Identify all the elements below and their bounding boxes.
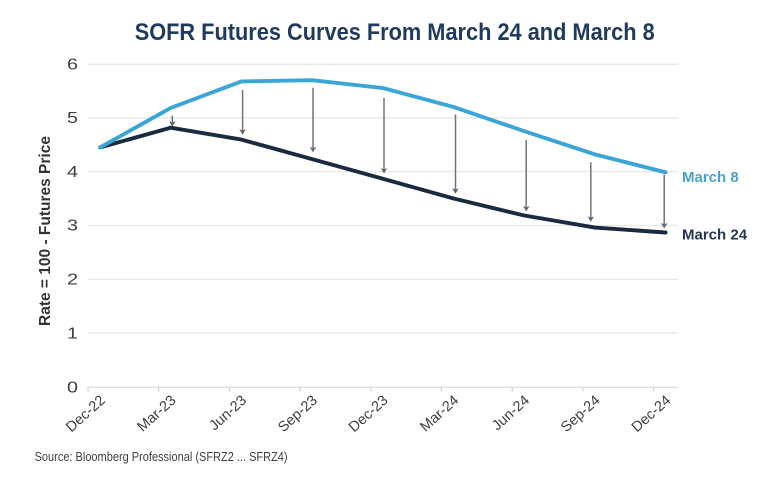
svg-text:6: 6	[67, 57, 78, 74]
svg-text:2: 2	[67, 272, 78, 289]
svg-text:0: 0	[67, 380, 78, 397]
svg-text:SOFR Futures Curves From March: SOFR Futures Curves From March 24 and Ma…	[135, 19, 655, 46]
svg-text:March 24: March 24	[682, 227, 748, 244]
svg-text:Rate = 100 - Futures Price: Rate = 100 - Futures Price	[37, 136, 54, 326]
svg-text:Source: Bloomberg Professional: Source: Bloomberg Professional (SFRZ2 ..…	[35, 449, 288, 464]
svg-text:March 8: March 8	[682, 169, 739, 186]
svg-text:4: 4	[67, 164, 78, 181]
svg-text:3: 3	[67, 218, 78, 235]
svg-text:5: 5	[67, 110, 78, 127]
svg-text:1: 1	[67, 325, 78, 342]
